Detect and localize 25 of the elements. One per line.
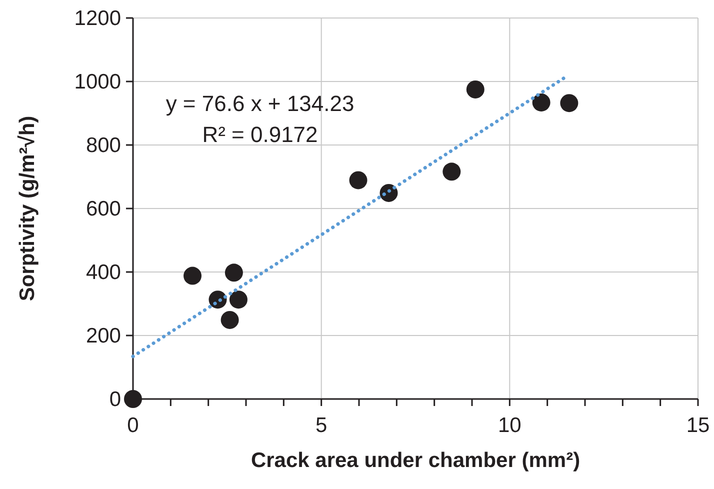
point [184, 266, 202, 285]
y-tick-label: 200 [86, 324, 121, 348]
y-tick-label: 1000 [74, 70, 121, 94]
point [124, 390, 142, 408]
x-axis-title: Crack area under chamber (mm²) [250, 449, 580, 472]
x-tick-label: 10 [498, 414, 522, 437]
point [220, 310, 239, 329]
point [560, 94, 578, 112]
y-tick-label: 1200 [74, 7, 121, 30]
x-tick-label: 0 [127, 414, 139, 437]
annotation: R² = 0.9172 [202, 122, 318, 147]
annotation: y = 76.6 x + 134.23 [166, 91, 354, 116]
point [229, 290, 248, 309]
point [532, 93, 550, 112]
y-axis-title: Sorptivity (g/m²√h) [16, 116, 39, 302]
y-tick-label: 600 [86, 198, 121, 220]
point [224, 264, 243, 282]
y-tick-label: 800 [86, 134, 121, 157]
point [349, 171, 368, 190]
point [466, 80, 484, 98]
x-tick-label: 5 [315, 414, 328, 437]
y-tick-label: 0 [109, 388, 121, 411]
x-tick-label: 15 [686, 414, 710, 437]
point [442, 162, 461, 181]
y-tick-label: 400 [86, 261, 121, 284]
